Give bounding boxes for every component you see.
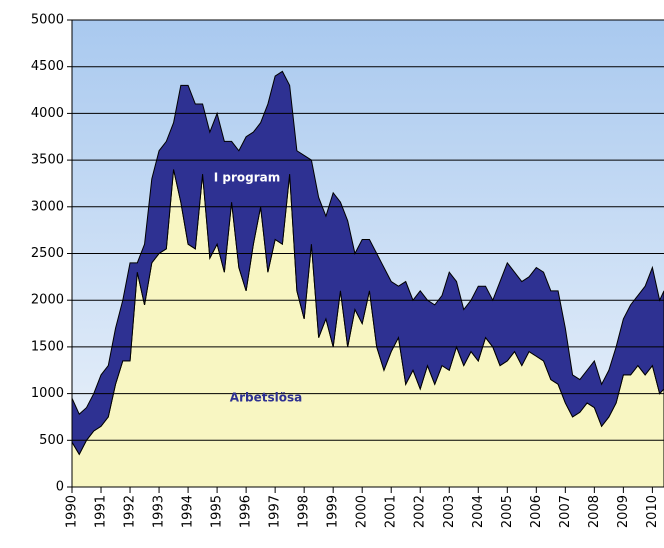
x-tick-label: 1996	[239, 495, 254, 528]
x-tick-label: 2005	[500, 495, 515, 528]
y-tick-label: 2500	[31, 246, 64, 261]
x-tick-label: 1993	[152, 495, 167, 528]
x-tick-label: 2007	[558, 495, 573, 528]
x-tick-label: 2001	[384, 495, 399, 528]
x-tick-label: 1998	[297, 495, 312, 528]
x-tick-label: 2008	[587, 495, 602, 528]
y-tick-label: 4500	[31, 59, 64, 74]
x-tick-label: 1991	[94, 495, 109, 528]
x-tick-label: 1994	[181, 495, 196, 528]
y-tick-label: 500	[39, 433, 64, 448]
y-tick-label: 3000	[31, 199, 64, 214]
x-tick-label: 1997	[268, 495, 283, 528]
x-tick-label: 1992	[123, 495, 138, 528]
x-tick-label: 2003	[442, 495, 457, 528]
x-tick-label: 2010	[645, 495, 660, 528]
x-tick-label: 2000	[355, 495, 370, 528]
series-label: Arbetslösa	[230, 391, 302, 405]
series-label: I program	[214, 171, 281, 185]
x-tick-label: 2004	[471, 495, 486, 528]
x-tick-label: 2002	[413, 495, 428, 528]
y-tick-label: 4000	[31, 106, 64, 121]
y-tick-label: 1500	[31, 339, 64, 354]
x-tick-label: 2009	[616, 495, 631, 528]
x-tick-label: 1990	[65, 495, 80, 528]
x-tick-label: 1999	[326, 495, 341, 528]
y-tick-label: 5000	[31, 13, 64, 28]
y-tick-label: 3500	[31, 153, 64, 168]
x-tick-label: 2006	[529, 495, 544, 528]
y-tick-label: 2000	[31, 293, 64, 308]
area	[71, 70, 664, 456]
x-tick-label: 1995	[210, 495, 225, 528]
y-tick-label: 1000	[31, 386, 64, 401]
y-tick-label: 0	[56, 480, 64, 495]
